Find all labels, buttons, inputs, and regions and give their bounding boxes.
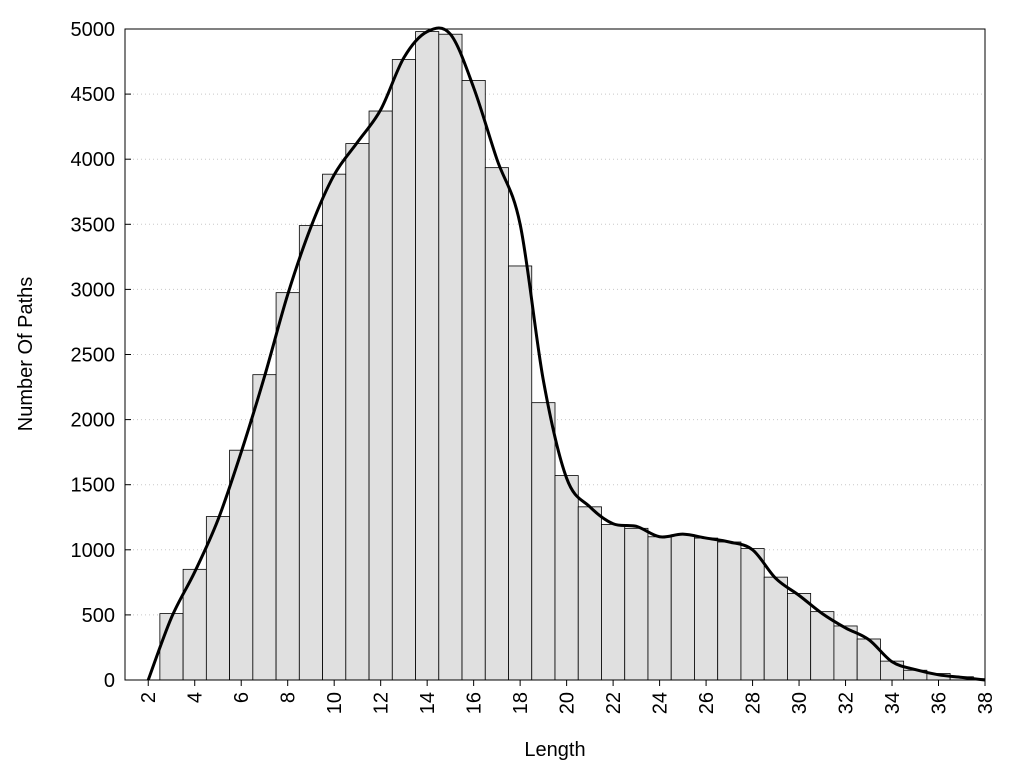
x-tick-label: 10 [324,692,346,714]
y-tick-label: 500 [82,605,115,627]
bar [740,548,765,680]
y-tick-label: 4500 [71,84,116,106]
bar [391,59,416,680]
x-tick-label: 26 [696,692,718,714]
bar [624,527,649,680]
bar [787,593,812,680]
x-tick-label: 28 [743,692,765,714]
bar [461,80,486,680]
bar [484,167,509,680]
x-tick-label: 12 [371,692,393,714]
plot-frame [124,28,986,681]
x-tick-label: 34 [882,692,904,714]
y-tick-label: 1000 [71,540,116,562]
x-tick-label: 8 [278,692,300,703]
x-tick-label: 20 [557,692,579,714]
x-tick-label: 18 [510,692,532,714]
y-tick-label: 5000 [71,19,116,41]
bar [298,225,323,680]
bar [438,33,463,680]
x-tick-label: 32 [836,692,858,714]
y-axis-label: Number Of Paths [15,277,37,432]
bar [554,475,579,680]
x-tick-label: 6 [231,692,253,703]
x-tick-label: 36 [929,692,951,714]
bar [229,449,254,680]
y-tick-label: 3000 [71,279,116,301]
x-axis-label: Length [524,739,585,761]
density-curve [146,26,986,682]
bar [717,541,742,680]
bar [763,576,788,680]
y-tick-label: 2000 [71,410,116,432]
y-tick-label: 1500 [71,475,116,497]
bar [810,611,835,680]
bar [577,506,602,680]
bar [368,110,393,680]
x-tick-label: 38 [975,692,997,714]
bar [252,374,277,680]
x-tick-label: 14 [417,692,439,714]
x-tick-label: 22 [603,692,625,714]
bar [647,536,672,680]
bar [322,173,347,680]
bar [159,613,184,680]
bar [694,537,719,680]
bar [880,660,905,680]
bar [601,524,626,680]
y-tick-label: 0 [104,670,115,692]
bar [531,402,556,680]
x-tick-label: 16 [464,692,486,714]
bar [345,143,370,680]
y-tick-label: 4000 [71,149,116,171]
x-tick-label: 30 [789,692,811,714]
y-tick-label: 2500 [71,345,116,367]
bar [670,534,695,680]
x-tick-label: 24 [650,692,672,714]
bar [275,292,300,680]
y-tick-label: 3500 [71,214,116,236]
bar [833,625,858,680]
x-tick-label: 4 [185,692,207,703]
bar [415,31,440,680]
bar [508,265,533,680]
x-tick-label: 2 [138,692,160,703]
